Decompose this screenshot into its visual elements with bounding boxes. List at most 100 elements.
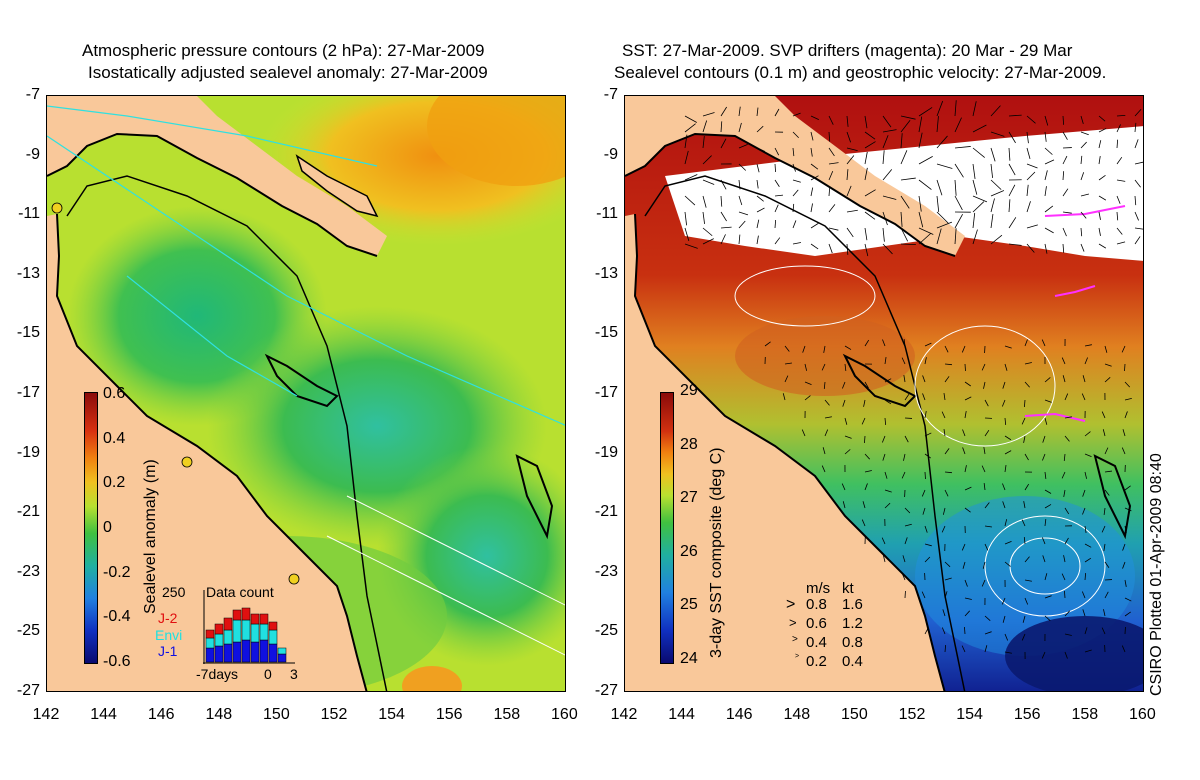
velocity-vector [972, 101, 977, 117]
velocity-vector [964, 507, 971, 513]
velocity-vector [900, 150, 908, 165]
velocity-vector [702, 238, 714, 245]
velocity-vector [924, 556, 931, 563]
velocity-vector [1024, 453, 1029, 461]
velocity-vector [954, 179, 957, 196]
right-title-line1: SST: 27-Mar-2009. SVP drifters (magenta)… [622, 41, 1073, 60]
velocity-vector [1044, 147, 1053, 155]
legend-j2: J-2 [158, 610, 178, 626]
velocity-vector [738, 195, 743, 206]
velocity-vector [1124, 525, 1127, 533]
velocity-vector [984, 543, 989, 551]
sealevel-colorbar-label: Sealevel anomaly (m) [142, 459, 159, 614]
velocity-vector [702, 135, 705, 149]
histogram-bar [259, 639, 269, 663]
velocity-vector [1002, 615, 1006, 623]
velocity-vector [756, 163, 760, 173]
velocity-vector [1024, 339, 1028, 347]
velocity-vector [882, 227, 885, 242]
velocity-vector [1044, 519, 1047, 527]
velocity-vector [882, 135, 889, 149]
y-tick-label: -25 [16, 622, 40, 640]
velocity-vector [1044, 170, 1048, 181]
velocity-vector [921, 489, 926, 497]
velocity-vector [964, 579, 968, 587]
velocity-vector [944, 489, 949, 497]
velocity-vector [861, 417, 866, 425]
velocity-vector [864, 483, 868, 491]
velocity-vector [1008, 199, 1011, 213]
velocity-vector [918, 233, 931, 245]
velocity-vector [1008, 114, 1022, 117]
velocity-vector [1098, 195, 1107, 201]
vector-legend-kt-header: kt [842, 580, 854, 597]
velocity-vector [1044, 186, 1047, 197]
velocity-vector [954, 117, 962, 133]
velocity-vector [1026, 131, 1029, 144]
velocity-vector [1021, 519, 1026, 527]
velocity-vector [756, 179, 759, 189]
x-tick-label: 150 [841, 706, 868, 723]
velocity-vector [702, 120, 708, 133]
velocity-vector [792, 163, 796, 172]
velocity-vector [924, 357, 927, 365]
velocity-vector [684, 211, 687, 226]
velocity-vector [1008, 131, 1016, 144]
velocity-vector [1124, 597, 1132, 602]
velocity-vector [792, 203, 795, 213]
vector-legend-kt: 1.2 [842, 615, 863, 632]
velocity-vector [1084, 627, 1088, 635]
velocity-vector [1098, 243, 1107, 249]
velocity-vector [1098, 156, 1101, 165]
velocity-vector [943, 429, 946, 437]
velocity-vector [792, 179, 801, 183]
velocity-vector [936, 135, 948, 149]
velocity-vector [738, 234, 741, 245]
velocity-vector [884, 471, 888, 479]
velocity-vector [882, 453, 886, 461]
velocity-vector [882, 339, 886, 347]
velocity-vector [984, 502, 990, 509]
velocity-vector [784, 345, 790, 352]
velocity-vector [774, 237, 781, 245]
velocity-vector [810, 175, 819, 181]
velocity-vector [1062, 375, 1066, 383]
left-title-line1: Atmospheric pressure contours (2 hPa): 2… [82, 41, 485, 60]
histogram-bar [223, 629, 233, 645]
velocity-vector [1080, 155, 1083, 165]
velocity-vector [1008, 217, 1017, 229]
velocity-vector [972, 147, 985, 158]
velocity-vector [921, 591, 926, 599]
velocity-vector [720, 106, 727, 117]
velocity-vector [756, 107, 759, 117]
velocity-vector [1023, 435, 1026, 443]
x-tick-label: 154 [956, 706, 983, 723]
histogram-bar [241, 607, 251, 621]
velocity-vector [1001, 399, 1006, 407]
velocity-vector [924, 411, 927, 419]
velocity-vector [684, 150, 689, 165]
velocity-vector [738, 122, 742, 133]
velocity-vector [774, 163, 776, 173]
velocity-vector [882, 115, 892, 128]
velocity-vector [774, 147, 780, 156]
velocity-vector [702, 195, 707, 208]
velocity-vector [1116, 227, 1123, 235]
velocity-vector [702, 227, 713, 237]
velocity-vector [901, 357, 906, 365]
velocity-vector [990, 147, 996, 162]
histogram-bar [277, 653, 287, 663]
velocity-vector [882, 211, 888, 226]
velocity-vector [1134, 211, 1139, 221]
colorbar-tick-label: -0.4 [103, 608, 131, 626]
velocity-vector [924, 432, 932, 437]
histogram-bar [250, 641, 260, 663]
histogram-bar [250, 613, 260, 625]
velocity-vector [944, 577, 952, 581]
velocity-vector [720, 226, 732, 229]
velocity-vector [738, 144, 748, 149]
histogram-bar [259, 613, 269, 625]
velocity-vector [1134, 227, 1143, 230]
velocity-vector [844, 435, 852, 439]
velocity-vector [1082, 375, 1086, 383]
